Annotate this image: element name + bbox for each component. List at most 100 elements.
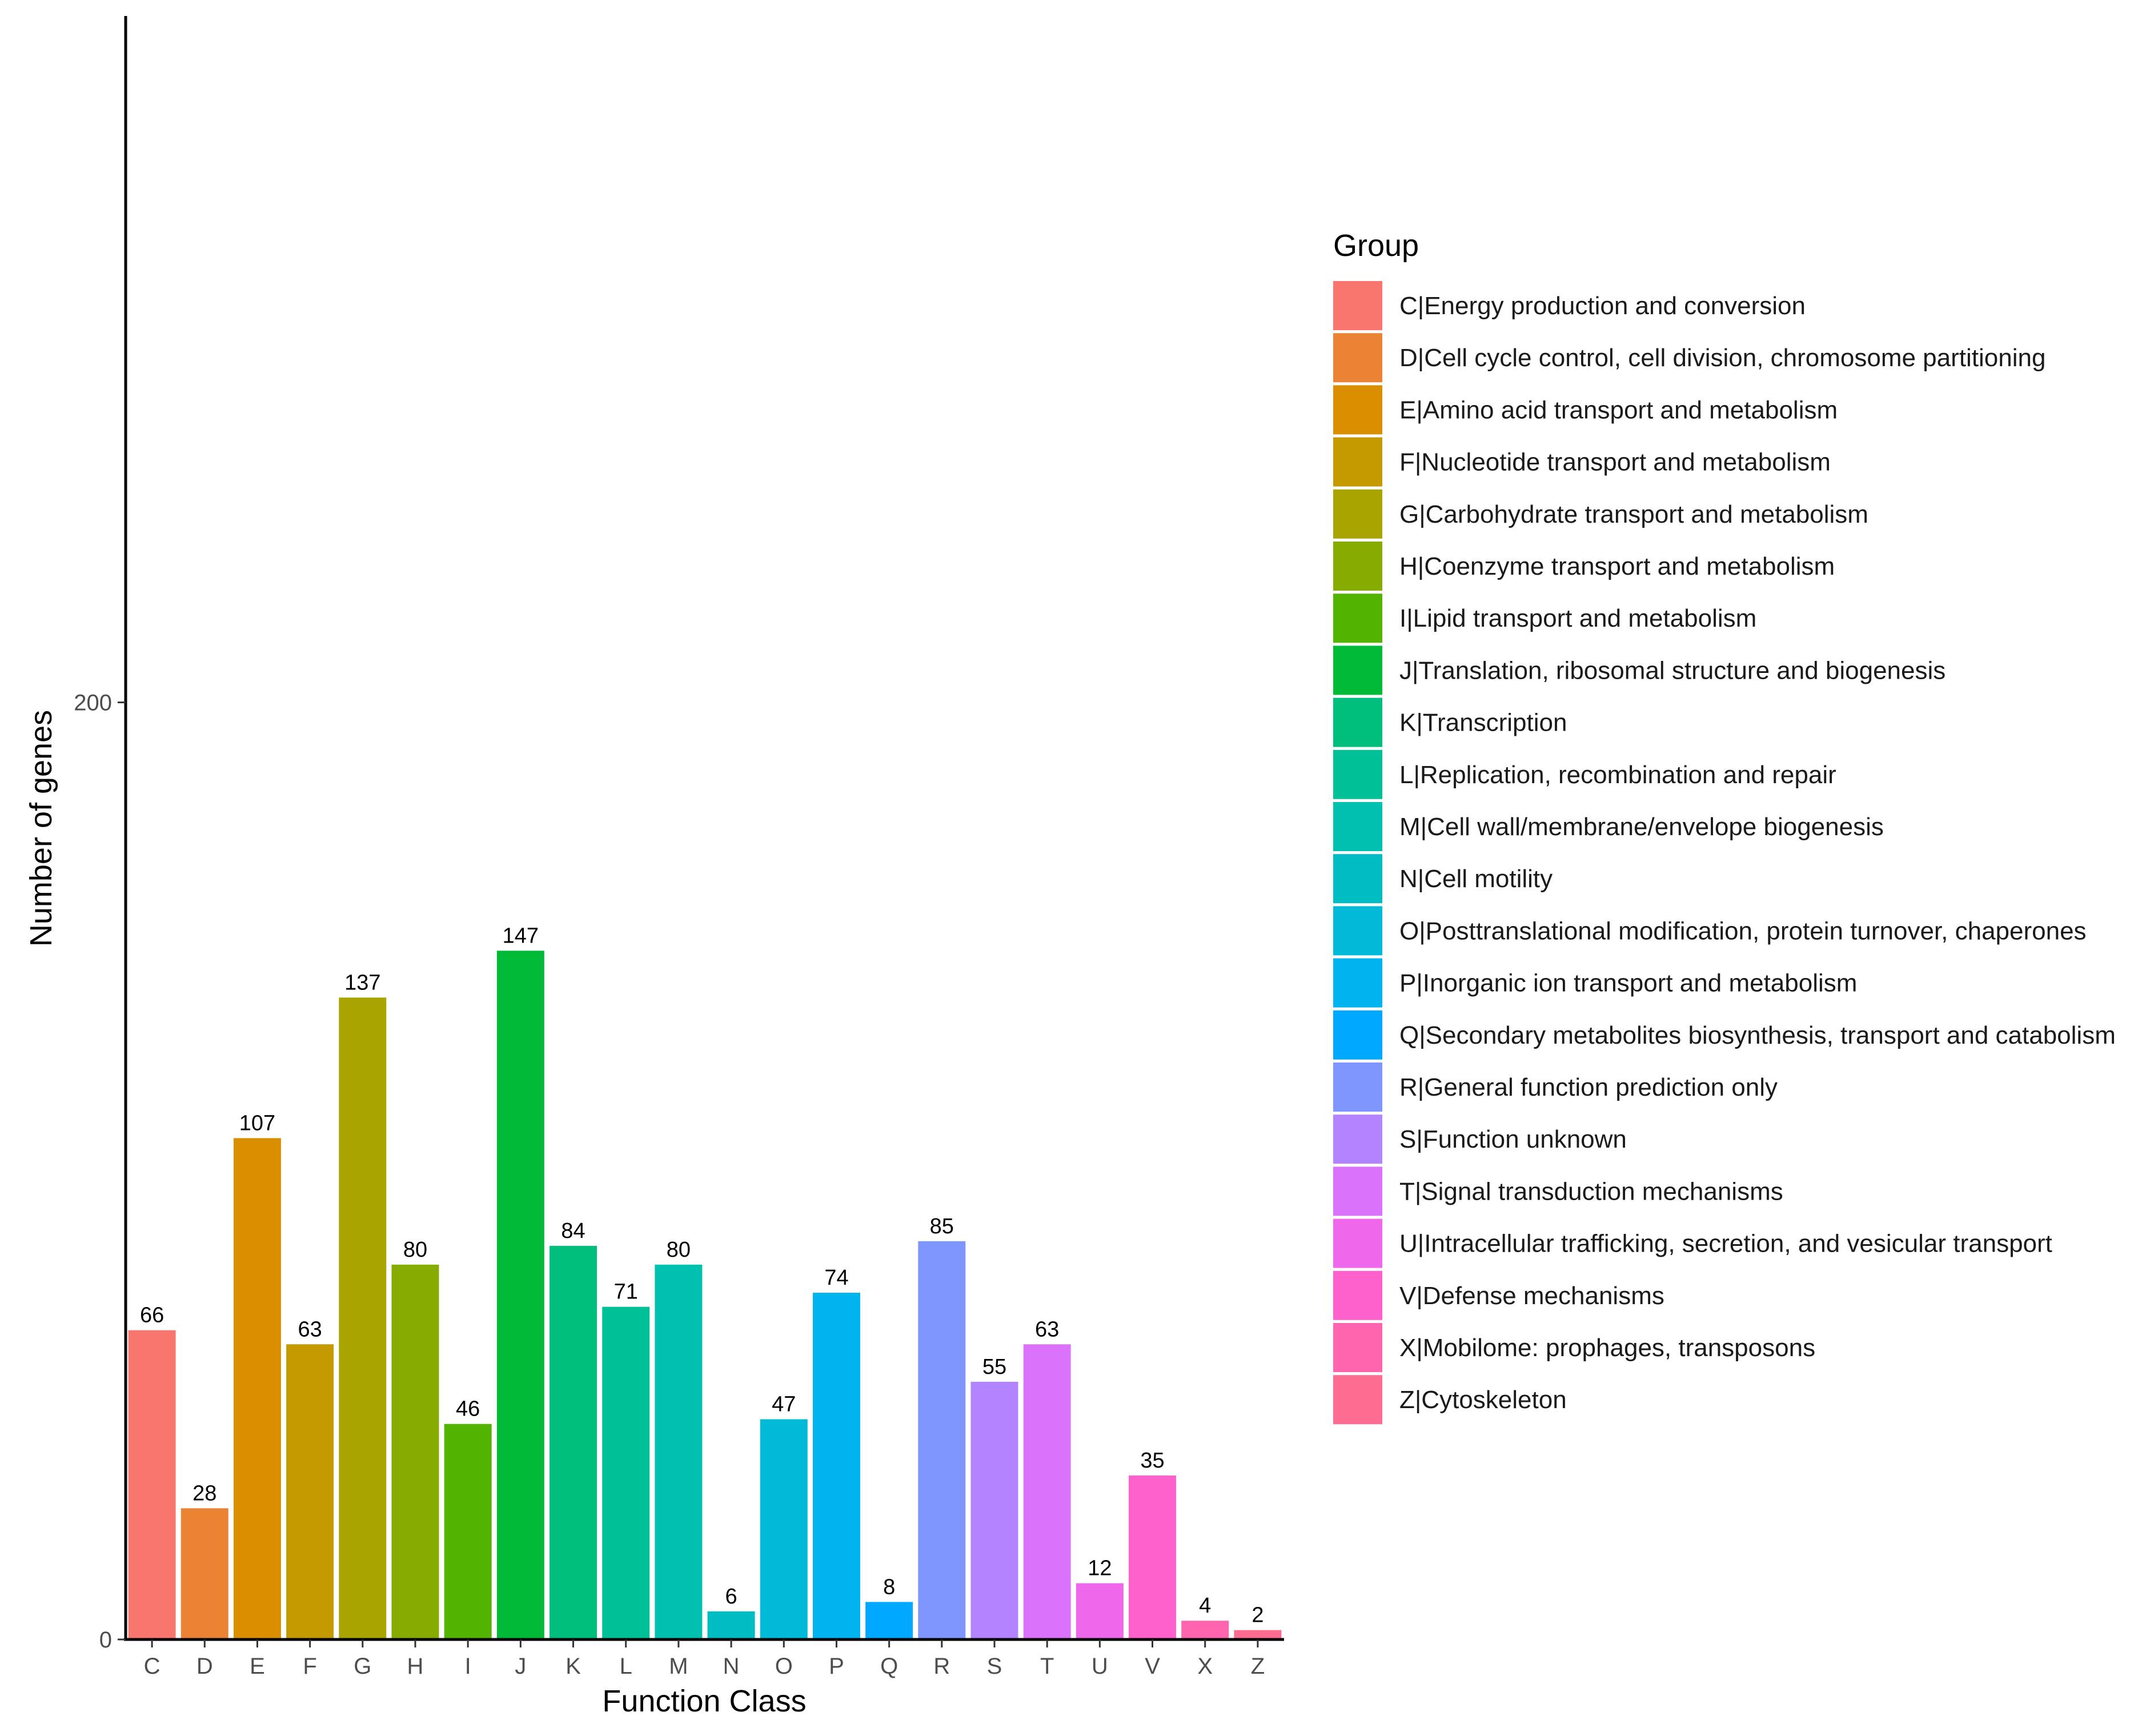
bar-value-label-h: 80 xyxy=(403,1238,427,1262)
legend-label-p: P|Inorganic ion transport and metabolism xyxy=(1399,969,1857,997)
legend-label-v: V|Defense mechanisms xyxy=(1399,1282,1664,1310)
y-axis-title: Number of genes xyxy=(24,710,58,947)
x-tick-label-k: K xyxy=(565,1654,581,1679)
legend-key-d xyxy=(1333,333,1382,383)
bar-d xyxy=(180,1508,228,1639)
y-axis-ticks: 0 200 xyxy=(74,691,126,1653)
legend-key-x xyxy=(1333,1323,1382,1372)
legend-label-l: L|Replication, recombination and repair xyxy=(1399,761,1836,789)
bar-value-label-c: 66 xyxy=(140,1304,164,1328)
bar-value-label-f: 63 xyxy=(298,1317,322,1341)
bar-value-label-k: 84 xyxy=(561,1219,585,1243)
x-tick-label-m: M xyxy=(669,1654,688,1679)
bar-value-label-l: 71 xyxy=(614,1280,638,1304)
legend-title: Group xyxy=(1333,228,1419,263)
bar-z xyxy=(1234,1630,1282,1639)
x-tick-label-t: T xyxy=(1040,1654,1054,1679)
bar-x xyxy=(1181,1621,1229,1639)
legend-key-f xyxy=(1333,437,1382,487)
bar-value-label-p: 74 xyxy=(824,1266,848,1290)
legend-label-e: E|Amino acid transport and metabolism xyxy=(1399,396,1838,424)
bar-value-label-v: 35 xyxy=(1140,1449,1164,1473)
legend-key-n xyxy=(1333,854,1382,904)
legend-key-q xyxy=(1333,1010,1382,1060)
legend-key-o xyxy=(1333,906,1382,956)
bar-l xyxy=(602,1306,650,1639)
legend-key-t xyxy=(1333,1166,1382,1216)
y-tick-label-200: 200 xyxy=(74,691,112,716)
legend-label-t: T|Signal transduction mechanisms xyxy=(1399,1177,1783,1205)
legend-key-i xyxy=(1333,594,1382,643)
legend-key-g xyxy=(1333,489,1382,539)
legend-label-h: H|Coenzyme transport and metabolism xyxy=(1399,552,1835,580)
bar-value-label-e: 107 xyxy=(239,1111,275,1135)
legend-label-r: R|General function prediction only xyxy=(1399,1073,1778,1101)
bar-value-label-i: 46 xyxy=(456,1397,480,1421)
legend-key-s xyxy=(1333,1114,1382,1164)
legend-label-f: F|Nucleotide transport and metabolism xyxy=(1399,448,1831,476)
legend-key-u xyxy=(1333,1218,1382,1268)
x-tick-label-h: H xyxy=(407,1654,424,1679)
x-tick-label-x: X xyxy=(1197,1654,1213,1679)
legend-key-j xyxy=(1333,646,1382,695)
legend-label-o: O|Posttranslational modification, protei… xyxy=(1399,917,2087,945)
legend-key-c xyxy=(1333,281,1382,330)
bar-i xyxy=(444,1424,492,1639)
legend-label-m: M|Cell wall/membrane/envelope biogenesis xyxy=(1399,813,1884,841)
bar-value-label-o: 47 xyxy=(772,1393,796,1417)
bar-n xyxy=(707,1611,755,1639)
x-axis-title: Function Class xyxy=(602,1684,806,1718)
x-tick-label-j: J xyxy=(515,1654,526,1679)
legend-key-r xyxy=(1333,1063,1382,1112)
x-tick-label-r: R xyxy=(933,1654,950,1679)
legend-label-i: I|Lipid transport and metabolism xyxy=(1399,604,1756,632)
legend-label-s: S|Function unknown xyxy=(1399,1125,1627,1153)
bar-o xyxy=(760,1419,808,1639)
bar-value-label-t: 63 xyxy=(1035,1317,1059,1341)
x-tick-label-f: F xyxy=(303,1654,316,1679)
legend-label-u: U|Intracellular trafficking, secretion, … xyxy=(1399,1230,2052,1258)
bar-v xyxy=(1129,1475,1177,1639)
legend-key-h xyxy=(1333,542,1382,591)
legend-label-z: Z|Cytoskeleton xyxy=(1399,1386,1567,1414)
bar-k xyxy=(549,1246,597,1639)
legend-key-p xyxy=(1333,958,1382,1008)
bar-p xyxy=(812,1293,860,1639)
legend-label-k: K|Transcription xyxy=(1399,709,1567,737)
bar-q xyxy=(865,1602,913,1639)
legend-label-j: J|Translation, ribosomal structure and b… xyxy=(1399,656,1946,684)
x-tick-label-g: G xyxy=(354,1654,371,1679)
legend-key-k xyxy=(1333,697,1382,747)
bar-value-label-u: 12 xyxy=(1088,1557,1112,1581)
bar-s xyxy=(970,1381,1018,1639)
bar-c xyxy=(128,1330,176,1639)
legend-label-x: X|Mobilome: prophages, transposons xyxy=(1399,1334,1815,1362)
legend-label-c: C|Energy production and conversion xyxy=(1399,292,1806,320)
bar-value-label-z: 2 xyxy=(1252,1603,1263,1627)
bar-g xyxy=(339,997,387,1639)
bar-value-label-j: 147 xyxy=(503,924,539,948)
bar-r xyxy=(918,1241,966,1639)
x-tick-label-z: Z xyxy=(1251,1654,1265,1679)
bar-value-label-q: 8 xyxy=(883,1575,895,1599)
bar-j xyxy=(496,951,544,1639)
bar-value-label-s: 55 xyxy=(982,1355,1006,1379)
x-tick-label-d: D xyxy=(196,1654,213,1679)
legend-key-l xyxy=(1333,749,1382,799)
x-tick-label-q: Q xyxy=(880,1654,898,1679)
x-tick-label-s: S xyxy=(987,1654,1002,1679)
x-tick-label-i: I xyxy=(465,1654,471,1679)
bar-m xyxy=(655,1264,703,1639)
legend-key-z xyxy=(1333,1375,1382,1425)
legend-label-n: N|Cell motility xyxy=(1399,865,1553,893)
bar-value-label-x: 4 xyxy=(1199,1594,1211,1618)
legend-label-q: Q|Secondary metabolites biosynthesis, tr… xyxy=(1399,1021,2116,1049)
x-tick-label-u: U xyxy=(1092,1654,1108,1679)
x-tick-label-e: E xyxy=(250,1654,265,1679)
bar-f xyxy=(286,1344,334,1639)
legend-key-m xyxy=(1333,802,1382,851)
bar-value-label-d: 28 xyxy=(192,1481,216,1505)
bar-h xyxy=(391,1264,439,1639)
